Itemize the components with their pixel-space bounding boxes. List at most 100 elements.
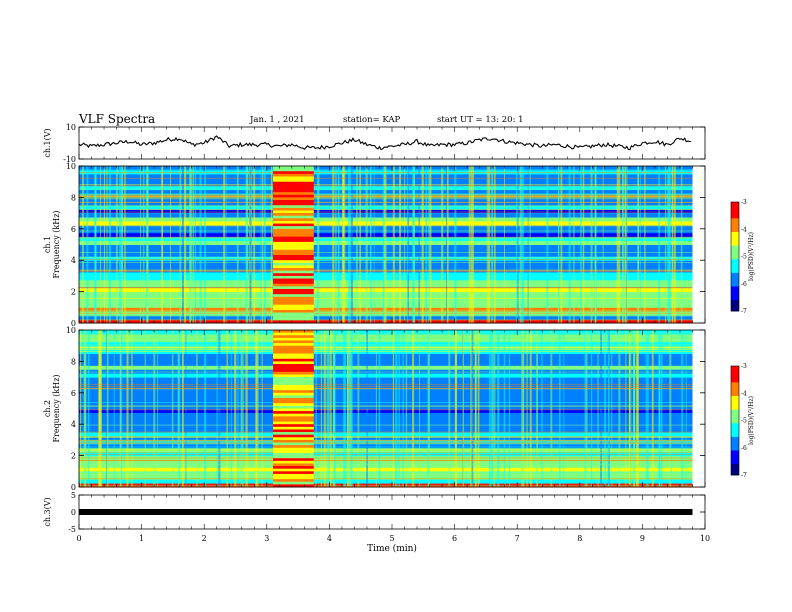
colorbar-cell [731,302,739,306]
colorbar-cell [731,385,739,389]
spectrogram-line [79,478,705,480]
colorbar-frame [730,365,740,476]
x-tick-label: 5 [389,534,394,543]
spectrogram-streak [395,330,398,487]
spectrogram-band [79,295,705,300]
spectrogram-band [79,435,705,441]
noise-burst-cell [273,288,314,292]
spectrogram-band [79,357,705,362]
spectrogram-streak [196,330,198,487]
spectrogram-streak [618,330,621,487]
colorbar-cell [731,376,739,381]
spectrogram-streak [629,330,630,487]
noise-burst-cell [273,278,314,282]
spectrogram-streak [647,330,649,487]
spectrogram-streak [317,166,319,323]
spectrogram-streak [181,166,184,323]
spectrogram-streak [246,166,249,323]
spectrogram-streak [260,166,262,323]
spectrogram-streak [625,330,627,487]
spectrogram-line [79,344,705,346]
spectrogram-streak [541,330,543,487]
noise-burst-cell [273,332,314,336]
spectrogram-band [79,369,705,374]
spectrogram-line [79,452,705,454]
noise-burst-cell [273,377,314,381]
spectrogram-streak [637,166,639,323]
y-tick-label: 10 [66,162,76,171]
colorbar-cell [731,461,739,465]
spectrogram-streak [639,166,641,323]
spectrogram-streak [184,166,187,323]
spectrogram-streak [673,166,676,323]
spectrogram-streak [245,330,248,487]
spectrogram-streak [225,166,227,323]
noise-burst-cell [273,356,314,360]
spectrogram-band [79,467,705,472]
spectrogram-band [79,177,705,183]
colorbar-cell [731,253,739,257]
y-tick-label: 4 [71,420,76,429]
spectrogram-streak [637,330,639,487]
spectrogram-band [79,337,705,343]
spectrogram-band [79,408,705,413]
spectrogram-streak [568,166,571,323]
colorbar-cell [731,308,739,312]
colorbar-cell [731,215,739,219]
noise-burst-cell [273,418,314,422]
spectrogram-streak [170,166,171,323]
x-tick-label: 2 [202,534,207,543]
spectrogram-line [79,449,705,451]
spectrogram-streak [126,330,129,487]
spectrogram-streak [192,166,195,323]
spectrogram-band [79,463,705,468]
y-axis-label: ch.2 [43,400,52,417]
spectrogram-band [79,341,705,347]
spectrogram-streak [86,166,89,323]
spectrogram-streak [270,166,273,323]
spectrogram-streak [240,330,243,487]
spectrogram-streak [559,330,561,487]
noise-burst-cell [273,468,314,472]
spectrogram-streak [670,330,672,487]
spectrogram-streak [119,330,121,487]
spectrogram-streak [503,330,506,487]
spectrogram-streak [595,166,597,323]
spectrogram-line [79,388,705,390]
spectrogram-band [79,217,705,222]
noise-burst-cell [273,312,314,316]
spectrogram-streak [115,166,118,323]
spectrogram-streak [171,330,174,487]
noise-burst-cell [273,268,314,271]
spectrogram-streak [121,166,123,323]
colorbar-frame [730,201,740,312]
y-axis-label: ch.1(V) [43,128,52,157]
spectrogram-streak [179,166,182,323]
noise-burst-cell [273,335,314,339]
spectrogram-line [79,297,705,299]
y-axis-label: Frequency (kHz) [52,210,61,278]
spectrogram-streak [272,166,274,323]
noise-burst-cell [273,473,314,477]
colorbar-cell [731,240,739,244]
noise-burst-cell [273,281,314,285]
spectrogram-line [79,424,705,426]
noise-burst-cell [273,273,314,277]
spectrogram-line [79,213,705,214]
spectrogram-streak [419,330,421,487]
colorbar-cell [731,300,739,304]
spectrogram-line [79,230,705,232]
noise-burst-cell [273,241,314,245]
spectrogram-streak [348,330,351,487]
noise-burst-cell [273,445,314,449]
colorbar-cell [731,371,739,375]
spectrogram-streak [630,330,632,487]
spectrogram-streak [190,166,193,323]
spectrogram-streak [563,330,565,487]
spectrogram-streak [320,330,322,487]
spectrogram-band [79,283,705,289]
noise-burst-cell [273,330,314,333]
spectrogram-streak [328,330,330,487]
spectrogram-streak [185,330,187,487]
noise-burst-cell [273,283,314,287]
